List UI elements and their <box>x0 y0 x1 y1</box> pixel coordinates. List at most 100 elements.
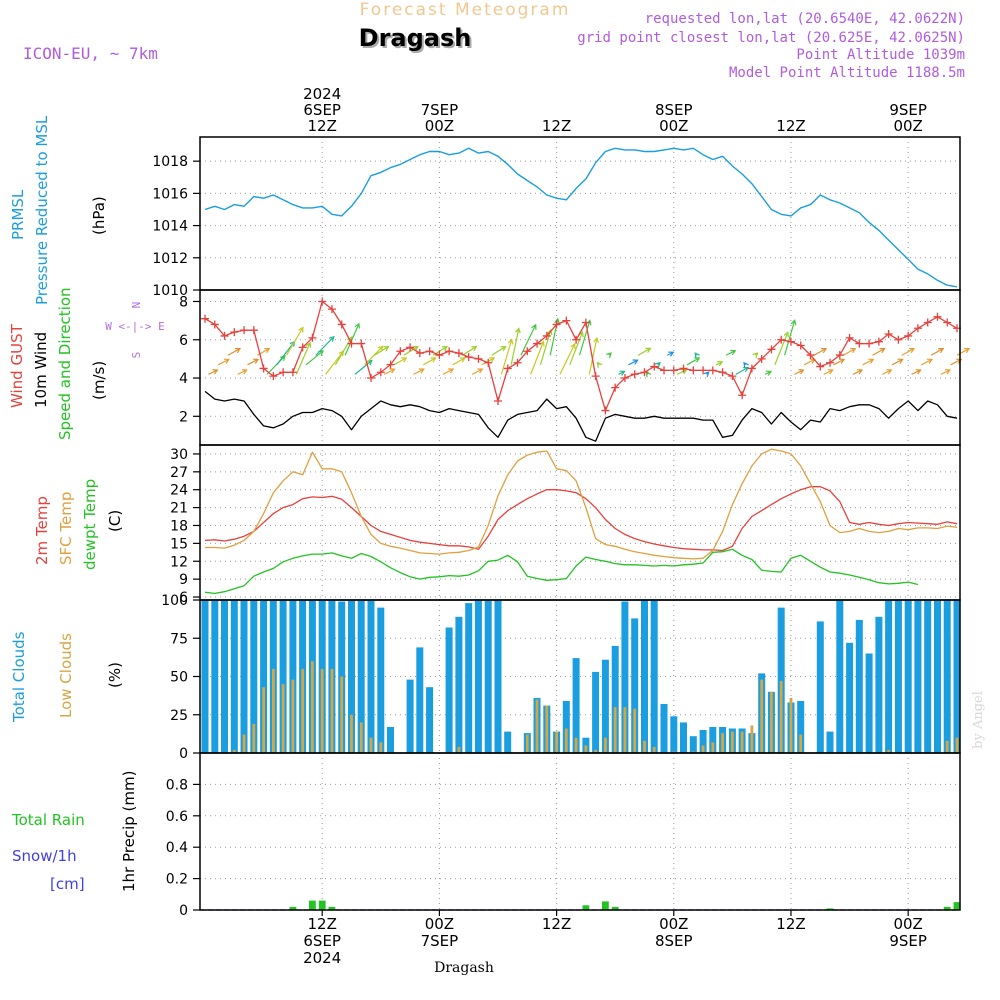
wind-gust-marker <box>523 347 532 356</box>
wind-gust-marker <box>669 366 678 375</box>
wind-direction-arrowhead <box>354 322 360 329</box>
bottom-time-label: 9SEP <box>889 932 927 950</box>
total-clouds-bar <box>846 642 854 753</box>
wind-gust-marker <box>269 372 278 381</box>
wind-gust-marker <box>230 328 239 337</box>
wind-gust-marker <box>327 305 336 314</box>
total-clouds-bar <box>221 600 228 753</box>
total-clouds-bar <box>406 679 414 753</box>
pressure-tick-label: 1016 <box>152 186 188 202</box>
wind-gust-marker <box>474 354 483 363</box>
model-label: ICON-EU, ~ 7km <box>23 44 158 63</box>
total-clouds-bar <box>484 600 492 753</box>
total-clouds-bar <box>816 621 824 753</box>
total-clouds-bar <box>279 600 287 753</box>
wind-direction-arrowhead <box>743 361 749 368</box>
total-clouds-bar <box>601 659 609 753</box>
wind-direction-arrow <box>237 369 247 375</box>
total-clouds-bar <box>611 645 619 753</box>
wind-direction-arrowhead <box>752 352 759 359</box>
low-clouds-bar <box>750 725 754 753</box>
temperature-tick-label: 12 <box>170 554 188 570</box>
wind-gust-marker <box>640 368 649 377</box>
wind-gust-marker <box>738 391 747 400</box>
top-time-label: 00Z <box>659 117 688 135</box>
wind-direction-arrowhead <box>606 352 612 359</box>
wind-direction-arrow <box>393 357 407 366</box>
wind-direction-arrowhead <box>596 361 603 368</box>
precip-tick-label: 0.4 <box>166 840 188 856</box>
wind-direction-arrowhead <box>632 359 639 365</box>
wind-direction-arrowhead <box>668 351 675 357</box>
wind-gust-marker <box>913 324 922 333</box>
total-clouds-bar <box>357 600 365 753</box>
wind-gust-marker <box>747 364 756 373</box>
snow-label: Snow/1h <box>12 847 77 865</box>
temperature-frame <box>199 444 961 601</box>
top-time-label: 00Z <box>425 117 454 135</box>
wind-gust-marker <box>855 339 864 348</box>
total-clouds-bar <box>582 737 590 753</box>
wind-direction-arrowhead <box>212 369 219 375</box>
low-clouds-bar <box>945 740 949 753</box>
wind-direction-arrow <box>500 339 513 375</box>
wind-gust-marker <box>835 351 844 360</box>
wind-direction-arrowhead <box>430 357 437 363</box>
clouds-tick-label: 25 <box>170 708 188 724</box>
wind-gust-marker <box>699 366 708 375</box>
total-clouds-bar <box>885 600 893 753</box>
wind-direction-arrowhead <box>389 368 396 374</box>
wind-direction-arrowhead <box>412 345 419 352</box>
wind-gust-marker <box>591 372 600 381</box>
low-clouds-bar <box>564 728 568 753</box>
pressure-panel-labels: PRMSL Pressure Reduced to MSL (hPa) <box>9 115 108 305</box>
wind-gust-marker <box>894 335 903 344</box>
precip-tick-label: 0.2 <box>166 872 188 888</box>
wind-gust-marker <box>533 339 542 348</box>
bottom-time-label: 12Z <box>308 915 337 933</box>
wind-direction-arrow <box>891 358 903 366</box>
total-clouds-bar <box>592 671 600 753</box>
wind-direction-arrow <box>823 369 833 375</box>
low-clouds-bar <box>613 707 617 753</box>
wind-direction-arrow <box>833 358 845 366</box>
low-clouds-bar <box>740 731 744 753</box>
total-clouds-bar <box>865 653 873 753</box>
pressure-tick-label: 1010 <box>152 283 188 299</box>
wind-direction-arrowhead <box>459 357 466 363</box>
pressure-msl-label: Pressure Reduced to MSL <box>33 115 51 305</box>
pressure-tick-label: 1018 <box>152 154 188 170</box>
low-clouds-bar <box>379 742 383 753</box>
low-clouds-bar <box>330 668 334 753</box>
location-title-shadow: Dragash <box>361 26 474 54</box>
clouds-unit-label: (%) <box>106 662 124 688</box>
temperature-tick-label: 15 <box>170 536 188 552</box>
wind-gust-marker <box>552 320 561 329</box>
rain-bar <box>943 906 951 910</box>
wind-direction-arrowhead <box>717 361 724 367</box>
total-clouds-bar <box>836 600 844 753</box>
total-clouds-bar <box>201 600 209 753</box>
wind-direction-arrowhead <box>926 358 934 364</box>
total-clouds-bar <box>250 600 258 753</box>
wind-direction-arrow <box>491 346 506 356</box>
wind-gust-marker <box>757 354 766 363</box>
precip-tick-label: 0.6 <box>166 809 188 825</box>
bottom-time-label: 8SEP <box>655 932 693 950</box>
wind-gust-marker <box>201 314 209 323</box>
wind-direction-arrowhead <box>879 348 886 354</box>
bottom-time-label: 6SEP <box>303 932 341 950</box>
rain-bar <box>582 905 590 910</box>
precip-tick-label: 0.8 <box>166 777 188 793</box>
wind-direction-arrowhead <box>645 371 652 378</box>
wind-gust-marker <box>611 383 620 392</box>
sfc-line <box>205 448 958 560</box>
total-clouds-bar <box>445 627 453 753</box>
requested-coords: requested lon,lat (20.6540E, 42.0622N) <box>645 11 965 27</box>
prmsl-label: PRMSL <box>9 189 27 240</box>
rain-bar <box>328 906 336 910</box>
wind-direction-arrow <box>208 369 218 375</box>
wind-direction-arrowhead <box>915 369 922 375</box>
